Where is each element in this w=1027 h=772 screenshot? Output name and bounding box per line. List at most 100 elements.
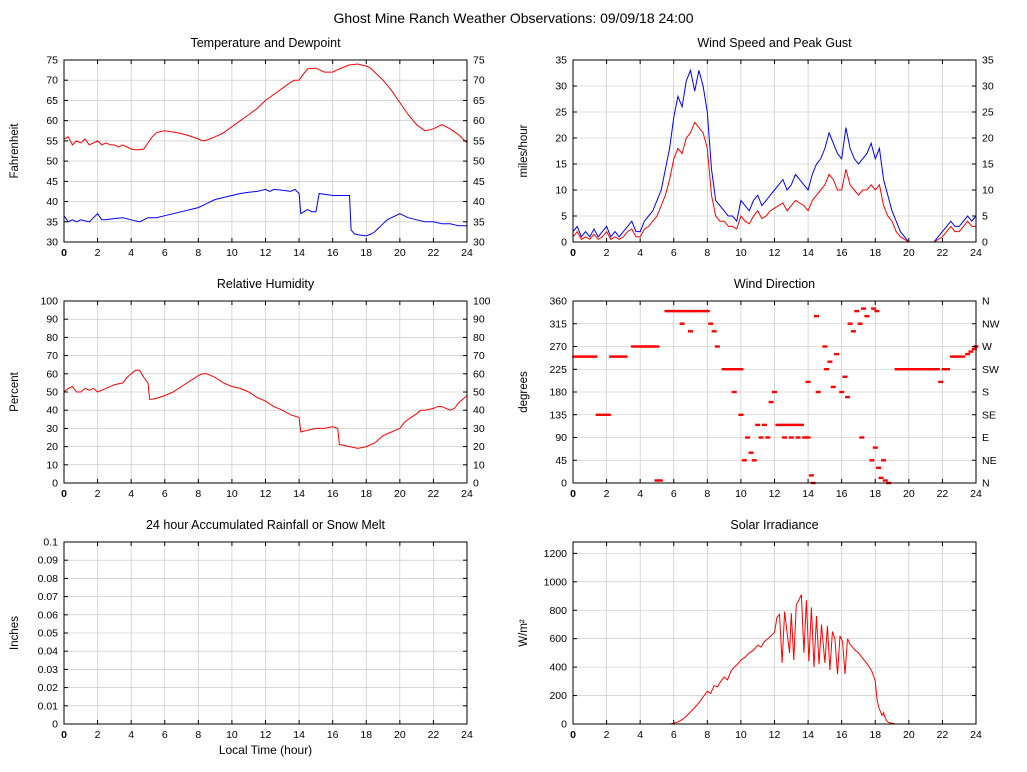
svg-text:50: 50 <box>473 387 485 399</box>
svg-text:0: 0 <box>61 247 67 259</box>
svg-text:N: N <box>982 478 990 490</box>
svg-text:135: 135 <box>549 409 567 421</box>
svg-text:0.03: 0.03 <box>38 664 59 676</box>
svg-text:10: 10 <box>982 185 994 197</box>
svg-text:400: 400 <box>549 662 567 674</box>
svg-text:6: 6 <box>162 488 168 500</box>
svg-text:Solar Irradiance: Solar Irradiance <box>730 518 818 532</box>
svg-text:20: 20 <box>394 247 406 259</box>
svg-text:W/m²: W/m² <box>518 619 530 647</box>
chart-accumulated-rainfall: 0 2 4 6 8 10 12 14 16 18 20 22 2400.010.020.030.040.… <box>9 518 473 757</box>
chart-relative-humidity: 0 2 4 6 8 10 12 14 16 18 20 22 240102030405060708090… <box>9 277 491 500</box>
axis-labels: 0 2 4 6 8 10 12 14 16 18 20 22 240459013518022527031… <box>518 277 1000 500</box>
svg-text:14: 14 <box>802 488 814 500</box>
svg-text:24: 24 <box>970 488 982 500</box>
svg-text:20: 20 <box>903 729 915 741</box>
svg-text:E: E <box>982 432 989 444</box>
svg-text:35: 35 <box>555 55 567 67</box>
svg-text:60: 60 <box>473 115 485 127</box>
svg-text:0.06: 0.06 <box>38 609 59 621</box>
svg-text:20: 20 <box>394 488 406 500</box>
svg-text:600: 600 <box>549 633 567 645</box>
series-wind-speed <box>572 121 976 243</box>
svg-text:24: 24 <box>461 729 473 741</box>
svg-text:30: 30 <box>555 81 567 93</box>
tick-marks <box>63 541 468 725</box>
svg-text:24: 24 <box>970 247 982 259</box>
svg-text:24: 24 <box>461 247 473 259</box>
svg-text:0: 0 <box>61 488 67 500</box>
svg-text:20: 20 <box>555 133 567 145</box>
svg-text:0: 0 <box>561 719 567 731</box>
gridlines <box>63 541 468 725</box>
svg-text:50: 50 <box>473 156 485 168</box>
series-layer <box>572 307 979 485</box>
svg-text:0: 0 <box>52 478 58 490</box>
svg-text:4: 4 <box>637 247 643 259</box>
svg-text:24: 24 <box>461 488 473 500</box>
svg-text:30: 30 <box>46 423 58 435</box>
svg-text:12: 12 <box>769 729 781 741</box>
svg-text:55: 55 <box>46 135 58 147</box>
svg-text:24: 24 <box>970 729 982 741</box>
svg-text:30: 30 <box>473 423 485 435</box>
svg-text:65: 65 <box>46 95 58 107</box>
svg-text:0.02: 0.02 <box>38 682 59 694</box>
svg-text:45: 45 <box>46 176 58 188</box>
svg-text:100: 100 <box>40 296 58 308</box>
svg-text:10: 10 <box>735 488 747 500</box>
svg-text:0: 0 <box>52 719 58 731</box>
series-dewpoint <box>63 188 467 237</box>
svg-text:22: 22 <box>428 488 440 500</box>
series-layer <box>63 369 468 449</box>
svg-text:NW: NW <box>982 318 1000 330</box>
svg-text:14: 14 <box>802 247 814 259</box>
svg-text:10: 10 <box>226 729 238 741</box>
svg-text:70: 70 <box>46 75 58 87</box>
svg-text:0.09: 0.09 <box>38 555 59 567</box>
svg-text:20: 20 <box>982 133 994 145</box>
tick-marks <box>63 300 468 484</box>
svg-text:30: 30 <box>46 237 58 249</box>
series-peak-gust <box>572 68 977 243</box>
svg-text:10: 10 <box>226 488 238 500</box>
svg-text:2: 2 <box>95 729 101 741</box>
svg-text:18: 18 <box>360 247 372 259</box>
svg-text:0: 0 <box>982 237 988 249</box>
axis-labels: 0 2 4 6 8 10 12 14 16 18 20 22 240510152025303505101… <box>518 36 994 259</box>
svg-text:14: 14 <box>293 247 305 259</box>
svg-text:55: 55 <box>473 135 485 147</box>
svg-text:15: 15 <box>555 159 567 171</box>
svg-text:10: 10 <box>555 185 567 197</box>
svg-text:16: 16 <box>836 488 848 500</box>
svg-text:4: 4 <box>637 729 643 741</box>
svg-text:Fahrenheit: Fahrenheit <box>9 123 21 179</box>
gridlines <box>572 542 977 725</box>
svg-text:12: 12 <box>260 488 272 500</box>
svg-text:22: 22 <box>937 729 949 741</box>
svg-text:22: 22 <box>937 247 949 259</box>
svg-text:6: 6 <box>162 247 168 259</box>
svg-text:16: 16 <box>327 729 339 741</box>
svg-text:70: 70 <box>473 350 485 362</box>
tick-marks <box>572 542 977 725</box>
svg-text:70: 70 <box>46 350 58 362</box>
series-irradiance <box>573 594 976 725</box>
svg-text:20: 20 <box>394 729 406 741</box>
svg-text:80: 80 <box>46 332 58 344</box>
svg-text:5: 5 <box>561 211 567 223</box>
svg-text:SE: SE <box>982 409 996 421</box>
svg-text:200: 200 <box>549 690 567 702</box>
series-temperature <box>63 63 468 151</box>
svg-text:22: 22 <box>937 488 949 500</box>
svg-text:10: 10 <box>473 459 485 471</box>
svg-text:Wind Speed and Peak Gust: Wind Speed and Peak Gust <box>697 36 852 50</box>
svg-text:25: 25 <box>982 107 994 119</box>
svg-text:40: 40 <box>473 405 485 417</box>
svg-text:6: 6 <box>671 488 677 500</box>
svg-text:1000: 1000 <box>544 576 568 588</box>
svg-text:Percent: Percent <box>9 371 21 411</box>
svg-text:10: 10 <box>226 247 238 259</box>
svg-text:16: 16 <box>836 247 848 259</box>
